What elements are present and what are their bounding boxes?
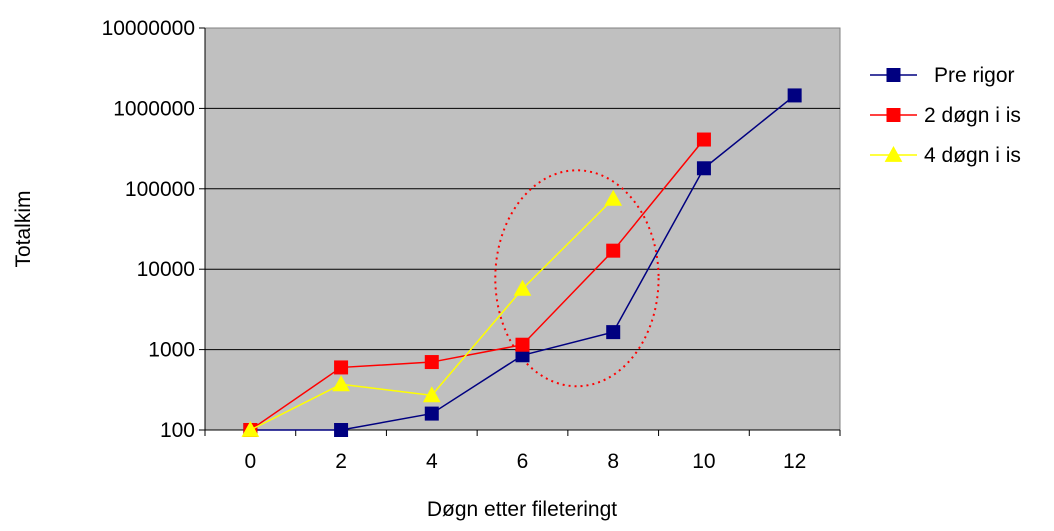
y-tick-labels: 100 1000 10000 100000 1000000 10000000 [102,17,195,442]
y-tick-label: 1000 [148,339,195,362]
x-tick-label: 0 [245,450,257,473]
x-tick-label: 10 [692,450,715,473]
x-tick-label: 2 [335,450,347,473]
x-axis-title: Døgn etter fileteringt [427,498,617,521]
legend-marker [886,68,901,82]
legend-marker [884,145,903,162]
data-point [696,132,711,147]
y-tick-label: 100000 [125,178,195,201]
annotation-layer [494,169,660,388]
y-tick-label: 10000 [137,258,195,281]
legend-label: Pre rigor [934,64,1015,87]
series-line [249,139,705,431]
data-point [241,420,260,437]
y-axis-title: Totalkim [12,190,35,267]
data-point [424,355,439,370]
x-tick-label: 12 [783,450,806,473]
y-tick-label: 1000000 [113,97,195,120]
x-tick-label: 4 [426,450,438,473]
data-point [422,386,441,403]
y-tick-label: 100 [160,419,195,442]
x-tick-label: 8 [607,450,619,473]
legend-label: 2 døgn i is [924,104,1021,127]
legend-marker [886,108,901,122]
plot-area [204,27,841,431]
data-point [334,423,349,437]
data-point [332,375,350,392]
legend-item-2: 2 døgn i is [870,104,1021,127]
legend: Pre rigor 2 døgn i is 4 døgn i is [870,64,1021,167]
annotation-ellipse [494,169,660,388]
data-point [787,88,802,103]
data-point [513,279,532,296]
data-point [604,189,623,206]
series-3 [241,189,623,437]
data-point [424,406,439,421]
x-tick-label: 6 [517,450,529,473]
legend-item-3: 4 døgn i is [870,144,1021,167]
data-point [606,325,621,340]
data-point [515,337,530,352]
legend-item-1: Pre rigor [870,64,1015,87]
x-tick-labels: 0 2 4 6 8 10 12 [245,450,807,473]
data-point [606,243,621,258]
legend-label: 4 døgn i is [924,144,1021,167]
y-tick-label: 10000000 [102,17,195,40]
data-point [696,161,711,176]
series-layer [241,88,802,437]
data-point [334,360,349,375]
